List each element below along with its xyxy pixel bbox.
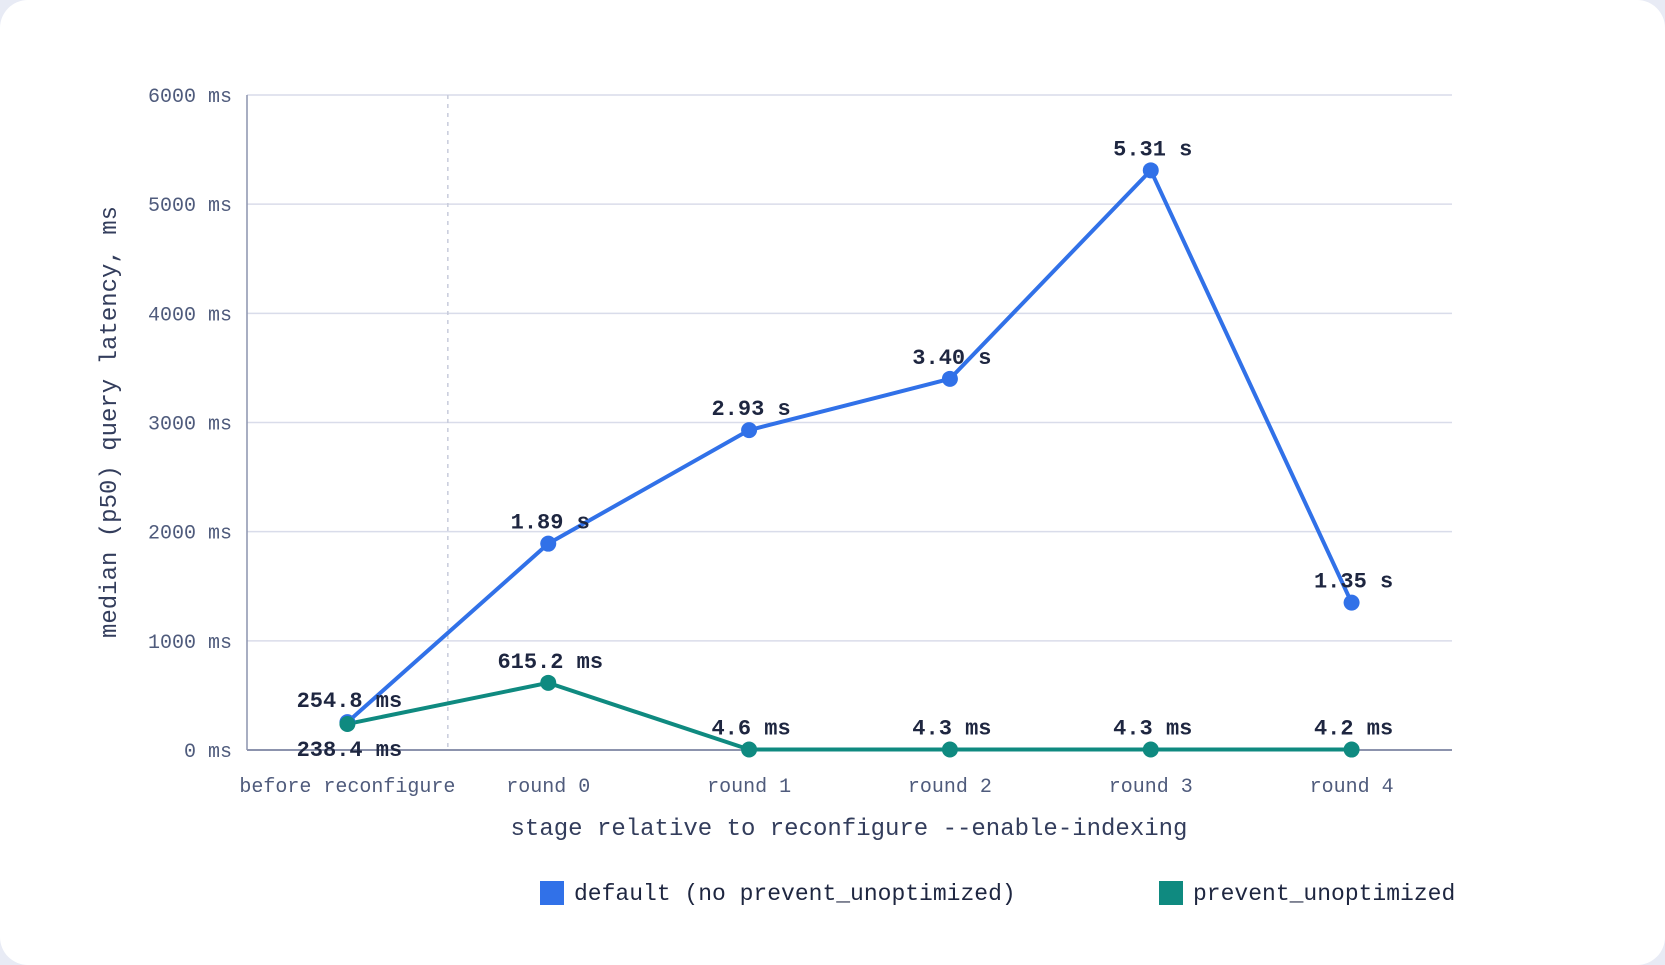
- x-tick-labels: before reconfigure round 0 round 1 round 2 r…: [239, 776, 1393, 799]
- x-tick-label: before reconfigure: [239, 776, 455, 799]
- y-tick-label: 1000 ms: [148, 632, 232, 655]
- data-point: [1343, 741, 1360, 758]
- x-tick-label: round 4: [1310, 776, 1394, 799]
- data-label: 4.3 ms: [912, 717, 991, 742]
- data-point: [540, 535, 557, 552]
- data-label: 4.6 ms: [711, 716, 790, 741]
- data-label: 615.2 ms: [497, 650, 603, 675]
- y-tick-label: 4000 ms: [148, 304, 232, 327]
- series-line: [347, 680, 1352, 752]
- data-point: [339, 715, 356, 732]
- x-tick-label: round 3: [1109, 776, 1193, 799]
- data-label: 238.4 ms: [297, 738, 403, 763]
- data-label: 5.31 s: [1113, 137, 1192, 162]
- series-lines: [339, 162, 1360, 758]
- x-tick-label: round 0: [506, 776, 590, 799]
- x-axis-title: stage relative to reconfigure --enable-i…: [511, 816, 1188, 843]
- y-axis-title: median (p50) query latency, ms: [97, 206, 124, 638]
- data-point: [540, 674, 557, 691]
- legend-label: prevent_unoptimized: [1193, 881, 1455, 907]
- y-tick-label: 3000 ms: [148, 414, 232, 437]
- grid-lines: [247, 94, 1452, 642]
- y-tick-label: 2000 ms: [148, 523, 232, 546]
- data-point: [1343, 594, 1360, 611]
- legend: default (no prevent_unoptimized) prevent_…: [540, 881, 1455, 907]
- data-label: 4.2 ms: [1314, 717, 1393, 742]
- data-point: [741, 741, 758, 758]
- legend-swatch: [1159, 881, 1183, 905]
- legend-item: default (no prevent_unoptimized): [540, 881, 1016, 907]
- data-point: [1142, 162, 1159, 179]
- data-point: [741, 422, 758, 439]
- legend-label: default (no prevent_unoptimized): [574, 881, 1016, 907]
- legend-swatch: [540, 881, 564, 905]
- series-line: [346, 168, 1354, 724]
- y-tick-label: 5000 ms: [148, 195, 232, 218]
- y-tick-labels: 0 ms 1000 ms 2000 ms 3000 ms 4000 ms 5000 ms 6…: [148, 86, 232, 764]
- data-label: 254.8 ms: [297, 689, 403, 714]
- data-label: 3.40 s: [912, 346, 991, 371]
- x-tick-label: round 2: [908, 776, 992, 799]
- legend-item: prevent_unoptimized: [1159, 881, 1455, 907]
- x-tick-label: round 1: [707, 776, 791, 799]
- y-tick-label: 0 ms: [184, 741, 232, 764]
- data-point: [941, 370, 958, 387]
- data-label: 1.89 s: [511, 511, 590, 536]
- data-labels: 254.8 ms 1.89 s 2.93 s 3.40 s 5.31 s 1.35 s 23…: [297, 137, 1394, 763]
- data-point: [941, 741, 958, 758]
- data-label: 1.35 s: [1314, 570, 1393, 595]
- data-point: [1142, 741, 1159, 758]
- data-label: 2.93 s: [711, 397, 790, 422]
- y-tick-label: 6000 ms: [148, 86, 232, 109]
- data-label: 4.3 ms: [1113, 717, 1192, 742]
